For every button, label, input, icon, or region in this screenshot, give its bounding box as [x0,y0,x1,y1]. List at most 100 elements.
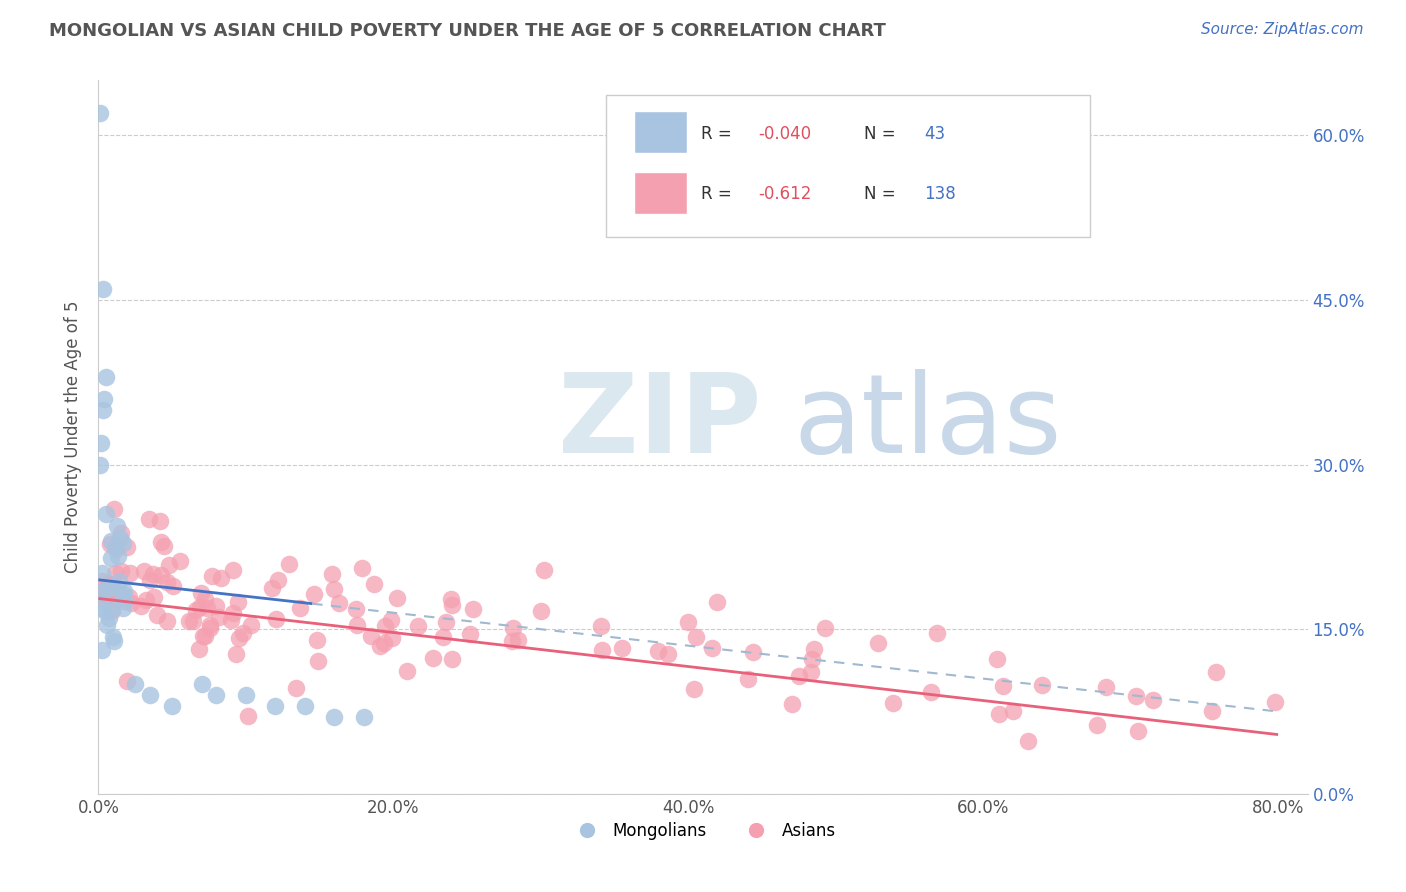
Point [235,688,257,702]
Point [111,536,134,550]
Point [100,550,122,565]
Point [100,534,122,549]
Point [103,502,125,516]
Point [350,560,373,574]
Point [1142,693,1164,707]
Point [101,603,124,617]
Point [209,571,232,585]
Point [321,567,343,582]
Point [225,647,247,661]
Point [219,613,242,627]
Point [112,601,135,615]
Point [1095,680,1118,694]
Point [111,586,134,600]
Point [181,614,204,628]
Point [89,106,111,120]
Point [91,585,114,599]
Point [387,591,409,605]
Point [190,677,212,691]
Point [193,629,215,643]
Point [205,688,228,702]
Point [162,579,184,593]
Point [264,699,287,714]
Point [1002,704,1025,718]
Point [198,618,221,632]
Point [129,599,152,613]
Point [156,574,179,589]
Point [222,607,245,621]
Point [118,590,141,604]
Point [198,621,221,635]
Point [194,591,217,606]
Point [179,615,201,629]
Point [307,633,329,648]
Point [98,576,121,591]
Point [115,674,138,689]
Point [533,563,555,577]
Point [226,595,249,609]
Point [135,593,157,607]
Point [657,647,679,661]
Text: N =: N = [863,186,901,203]
Point [1205,665,1227,679]
Point [239,617,262,632]
Point [991,679,1014,693]
Point [89,585,111,599]
FancyBboxPatch shape [634,111,688,153]
Point [434,615,457,630]
Point [1125,689,1147,703]
Point [228,631,250,645]
Point [589,619,612,633]
Point [395,665,418,679]
Point [461,601,484,615]
Point [780,697,803,711]
Point [156,614,179,628]
Point [90,566,112,580]
Point [94,604,117,618]
Text: R =: R = [700,186,737,203]
Point [737,673,759,687]
Point [440,599,463,613]
Point [96,583,118,598]
Point [264,612,287,626]
Point [346,618,368,632]
Point [108,574,131,589]
Point [108,531,131,545]
Point [187,642,209,657]
Point [612,641,634,656]
Point [105,519,128,533]
Point [96,617,118,632]
Point [440,591,463,606]
Point [169,554,191,568]
Point [1085,717,1108,731]
Point [190,586,212,600]
Point [205,599,228,613]
Point [190,600,212,615]
FancyBboxPatch shape [634,171,688,214]
Point [104,542,127,557]
Point [381,631,404,645]
Point [107,549,129,563]
Text: Source: ZipAtlas.com: Source: ZipAtlas.com [1201,22,1364,37]
Point [702,640,724,655]
Point [232,625,254,640]
Point [115,540,138,554]
Point [800,665,823,679]
Point [200,569,222,583]
Point [100,583,122,598]
Point [143,591,166,605]
Point [97,576,120,591]
Point [501,634,523,648]
Point [344,602,367,616]
Point [104,566,127,580]
Point [683,681,706,696]
Text: atlas: atlas [793,369,1062,476]
Point [96,588,118,602]
Point [149,514,172,528]
Point [676,615,699,629]
Point [89,458,111,472]
Text: -0.040: -0.040 [759,125,811,143]
Point [422,651,444,665]
Point [94,507,117,521]
Point [91,594,114,608]
